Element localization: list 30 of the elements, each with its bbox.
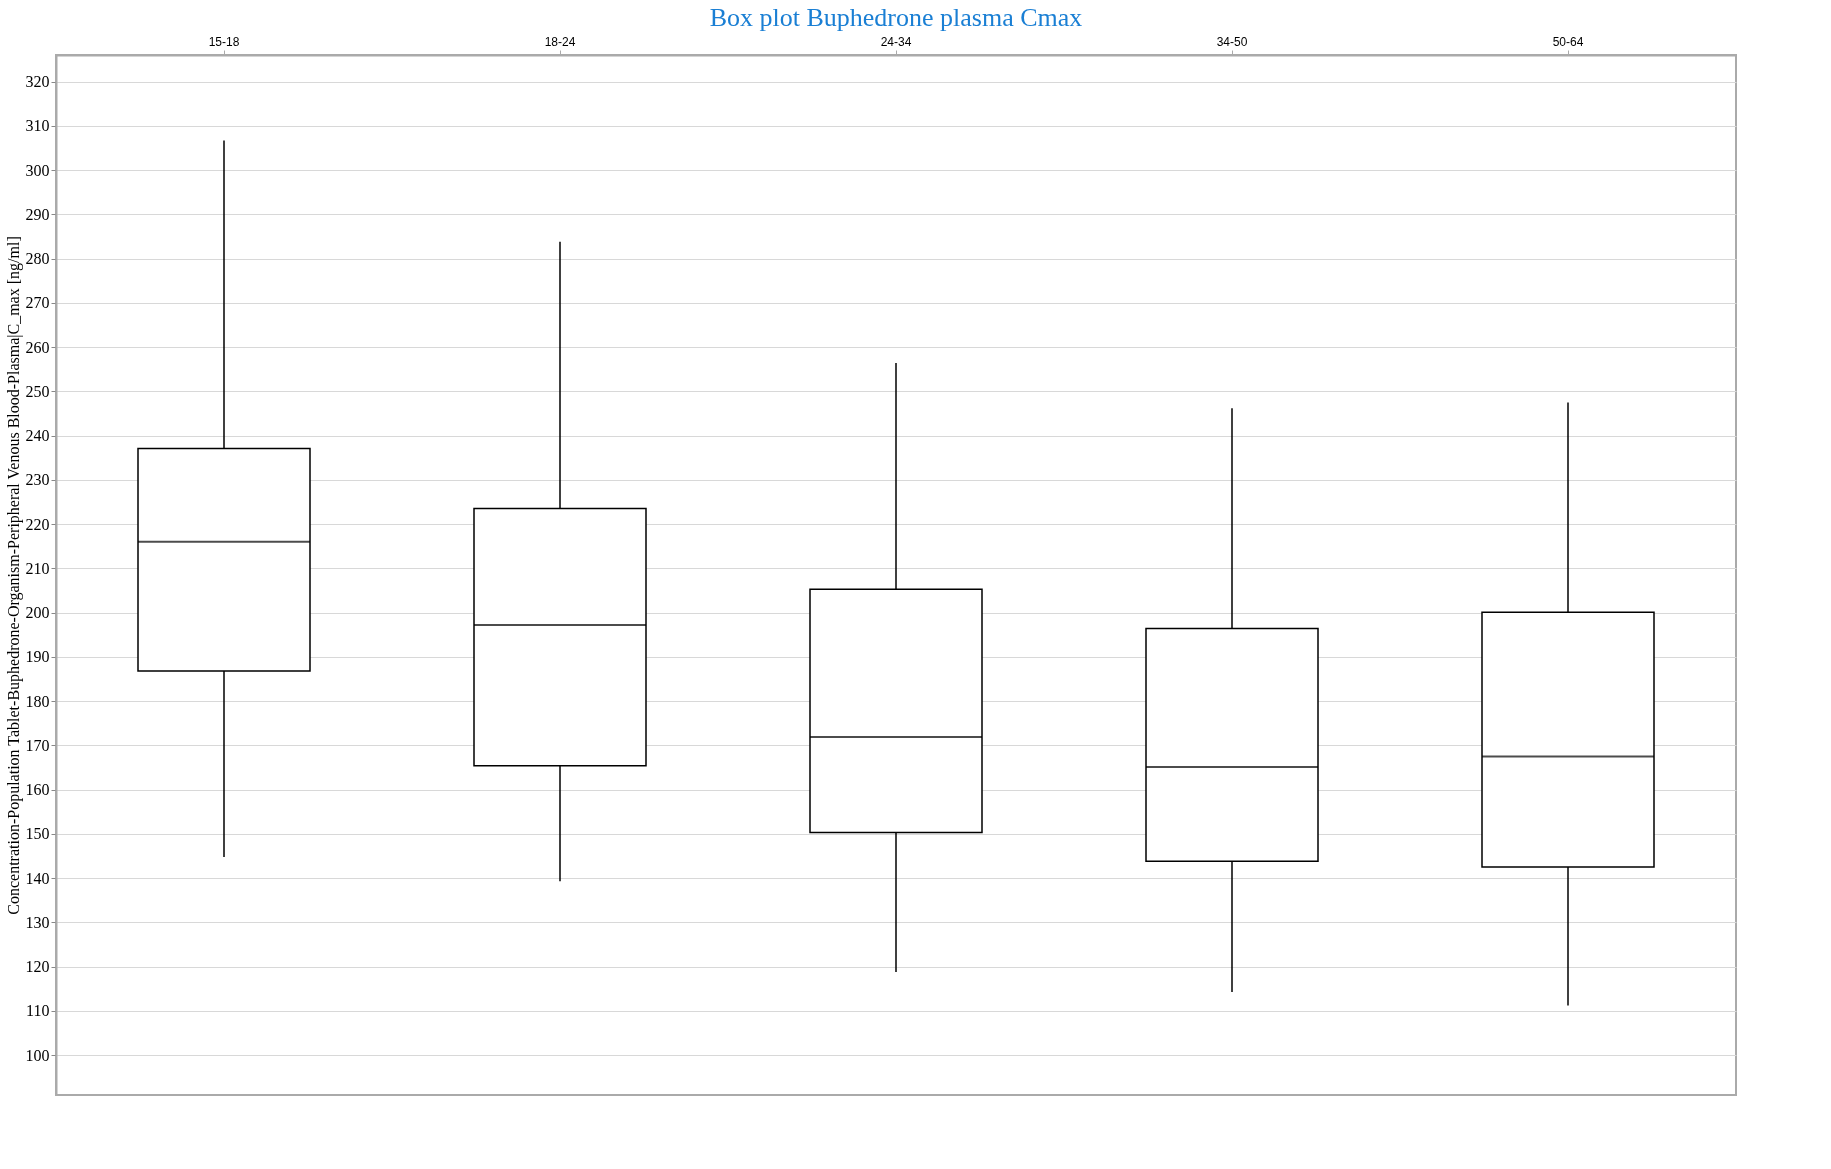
y-tick-label: 270	[25, 294, 50, 312]
y-tick-label: 120	[25, 958, 50, 976]
y-tick-label: 230	[25, 471, 50, 489]
y-tick-label: 320	[25, 73, 50, 91]
y-tick-label: 170	[25, 736, 50, 754]
y-tick-label: 190	[25, 648, 50, 666]
x-tick-label: 24-34	[880, 34, 912, 49]
y-tick-label: 260	[25, 338, 50, 356]
y-tick-label: 210	[25, 559, 50, 577]
y-tick-label: 160	[25, 781, 50, 799]
y-tick-label: 110	[26, 1002, 50, 1020]
x-tick-label: 34-50	[1216, 34, 1248, 49]
y-axis-title: Concentration-Population Tablet-Buphedrone-Organism-Peripheral Venous Blood-Plasma|C_max [ng/ml]	[4, 236, 23, 915]
y-tick-label: 130	[25, 913, 50, 931]
y-tick-label: 140	[25, 869, 50, 887]
chart-title: Box plot Buphedrone plasma Cmax	[709, 3, 1083, 32]
y-tick-label: 250	[25, 382, 50, 400]
x-tick-label: 15-18	[208, 34, 240, 49]
y-tick-label: 240	[25, 427, 50, 445]
y-tick-label: 100	[25, 1046, 50, 1064]
x-tick-label: 18-24	[544, 34, 576, 49]
y-tick-label: 280	[25, 250, 50, 268]
y-tick-label: 180	[25, 692, 50, 710]
y-tick-label: 150	[25, 825, 50, 843]
x-tick-label: 50-64	[1552, 34, 1584, 49]
y-tick-label: 300	[25, 161, 50, 179]
y-tick-label: 290	[25, 205, 50, 223]
y-tick-label: 220	[25, 515, 50, 533]
y-tick-label: 310	[25, 117, 50, 135]
y-tick-label: 200	[25, 604, 50, 622]
